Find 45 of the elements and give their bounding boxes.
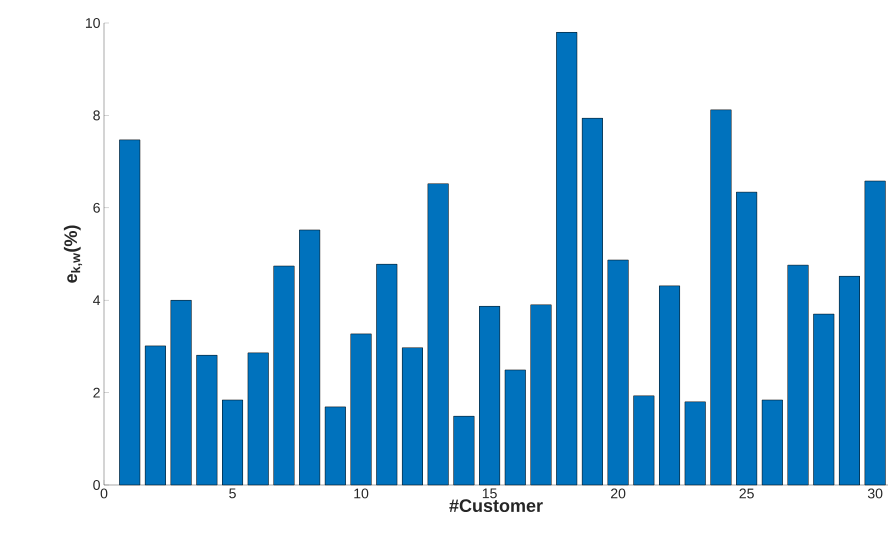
bar: [222, 400, 244, 486]
y-axis-title: e$_{k,w}$(%): [64, 225, 82, 283]
bar: [864, 180, 886, 486]
bar: [324, 406, 346, 486]
bar: [119, 140, 140, 486]
bar: [248, 352, 269, 486]
bar: [196, 354, 218, 486]
x-tick-label: 30: [868, 488, 882, 498]
bar: [813, 314, 834, 486]
bar: [530, 304, 552, 486]
x-tick-label: 20: [611, 488, 626, 498]
bar: [376, 264, 398, 486]
bar: [504, 370, 526, 486]
y-tick-label: 8: [93, 110, 100, 120]
bar: [608, 260, 629, 486]
y-tick-label: 2: [93, 388, 100, 398]
y-tick-label: 0: [93, 480, 100, 490]
y-tick-label: 4: [93, 295, 100, 306]
bar: [402, 348, 423, 486]
x-tick-label: 0: [100, 488, 108, 498]
bar: [453, 416, 474, 486]
x-tick-label: 5: [229, 488, 236, 498]
bar: [838, 276, 860, 486]
bar: [582, 118, 603, 486]
x-tick-label: 10: [354, 488, 368, 498]
bar: [633, 396, 654, 486]
bar: [658, 286, 680, 486]
bar: [736, 192, 758, 486]
bar: [428, 184, 449, 486]
bar: [684, 402, 706, 486]
bar: [710, 110, 732, 486]
bar: [299, 230, 320, 486]
bar: [788, 264, 809, 486]
y-tick-label: 10: [86, 18, 100, 28]
bar: [350, 334, 372, 486]
x-tick-label: 15: [482, 488, 497, 498]
bar: [479, 306, 500, 486]
bar: [762, 400, 783, 486]
x-axis-title: #Customer: [449, 499, 543, 512]
bar: [170, 300, 192, 486]
x-tick-label: 25: [740, 488, 754, 498]
bar: [273, 266, 294, 486]
bar: [144, 346, 166, 486]
y-tick-label: 6: [93, 202, 100, 213]
bar: [556, 32, 578, 486]
